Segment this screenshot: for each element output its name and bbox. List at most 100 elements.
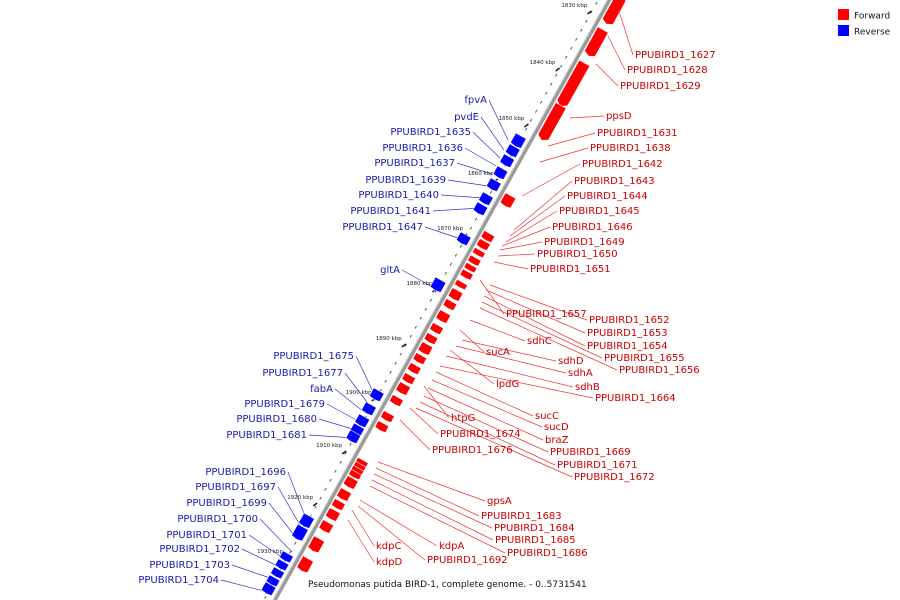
forward-gene-label: PPUBIRD1_1646: [552, 222, 633, 233]
forward-gene-label: PPUBIRD1_1638: [590, 143, 671, 154]
reverse-gene-block: [510, 132, 527, 149]
reverse-gene-block: [279, 550, 294, 564]
reverse-gene-label: PPUBIRD1_1681: [226, 430, 307, 441]
reverse-gene-block: [260, 581, 277, 596]
kbp-tick-label: 1890 kbp: [376, 336, 402, 342]
minor-tick: [334, 469, 337, 473]
forward-gene-block: [331, 498, 346, 512]
forward-gene-block: [395, 381, 412, 396]
forward-gene-label: ppsD: [606, 111, 632, 122]
minor-tick: [339, 460, 342, 464]
forward-gene-block: [442, 298, 458, 312]
forward-leader-line: [617, 7, 634, 56]
reverse-gene-block: [270, 566, 285, 580]
forward-leader-line: [449, 349, 495, 385]
reverse-gene-label: PPUBIRD1_1636: [382, 143, 463, 154]
forward-leader-line: [547, 132, 596, 147]
reverse-gene-label: PPUBIRD1_1637: [374, 158, 455, 169]
forward-leader-line: [493, 261, 529, 270]
forward-leader-line: [513, 180, 573, 231]
forward-leader-line: [479, 307, 618, 371]
forward-leader-line: [607, 35, 626, 71]
forward-gene-label: PPUBIRD1_1683: [481, 511, 562, 522]
minor-tick: [289, 550, 292, 554]
forward-gene-label: PPUBIRD1_1653: [587, 328, 668, 339]
forward-gene-label: PPUBIRD1_1631: [597, 128, 678, 139]
forward-gene-label: PPUBIRD1_1643: [574, 176, 655, 187]
reverse-gene-label: PPUBIRD1_1647: [342, 222, 423, 233]
forward-gene-label: PPUBIRD1_1628: [627, 65, 708, 76]
minor-tick: [524, 127, 528, 131]
minor-tick: [444, 271, 448, 275]
minor-tick: [459, 244, 463, 248]
genome-caption: Pseudomonas putida BIRD-1, complete geno…: [308, 580, 587, 590]
kbp-tick-label: 1900 kbp: [346, 390, 372, 396]
reverse-leader-line: [334, 388, 365, 413]
legend-forward-swatch: [838, 9, 849, 20]
minor-tick: [329, 478, 332, 482]
reverse-gene-label: pvdE: [454, 112, 479, 123]
minor-tick: [595, 1, 598, 5]
forward-leader-line: [435, 371, 534, 417]
reverse-gene-label: PPUBIRD1_1704: [138, 575, 219, 586]
forward-gene-block: [447, 287, 464, 302]
forward-leader-line: [439, 365, 594, 399]
reverse-gene-label: PPUBIRD1_1639: [365, 175, 446, 186]
forward-gene-label: PPUBIRD1_1654: [587, 341, 668, 352]
minor-tick: [489, 190, 493, 194]
reverse-gene-label: PPUBIRD1_1675: [273, 351, 354, 362]
reverse-leader-line: [456, 162, 493, 175]
forward-gene-block: [537, 102, 567, 141]
minor-tick: [314, 505, 317, 509]
forward-gene-label: PPUBIRD1_1692: [427, 555, 508, 566]
gene-labels: PPUBIRD1_1627 PPUBIRD1_1628 PPUBIRD1_1629p…: [138, 50, 715, 586]
minor-tick: [585, 19, 588, 23]
reverse-gene-block: [429, 276, 447, 293]
forward-leader-line: [377, 461, 486, 502]
reverse-gene-block: [485, 177, 502, 192]
forward-gene-label: PPUBIRD1_1629: [620, 81, 701, 92]
forward-leader-line: [459, 329, 485, 353]
forward-gene-block: [454, 278, 469, 291]
minor-tick: [575, 37, 578, 41]
reverse-gene-block: [478, 191, 494, 206]
forward-leader-line: [509, 195, 566, 237]
reverse-gene-block: [298, 512, 315, 529]
reverse-gene-label: PPUBIRD1_1635: [390, 127, 471, 138]
forward-gene-label: sucC: [535, 411, 559, 422]
kbp-tick-label: 1870 kbp: [437, 226, 463, 232]
reverse-gene-block: [354, 413, 371, 428]
forward-leader-line: [373, 473, 493, 529]
forward-gene-label: lpdG: [496, 379, 519, 390]
minor-tick: [324, 487, 327, 491]
reverse-gene-block: [455, 231, 472, 246]
reverse-gene-label: PPUBIRD1_1701: [166, 530, 247, 541]
forward-gene-block: [556, 59, 591, 108]
minor-tick: [319, 496, 322, 500]
forward-gene-block: [374, 420, 390, 434]
minor-tick: [414, 325, 417, 329]
minor-tick: [590, 10, 593, 14]
reverse-gene-block: [361, 401, 377, 416]
forward-gene-block: [380, 410, 395, 424]
forward-gene-label: PPUBIRD1_1655: [604, 353, 685, 364]
forward-leader-line: [371, 479, 494, 541]
reverse-leader-line: [464, 147, 497, 167]
forward-leader-line: [409, 407, 439, 435]
kbp-tick-label: 1830 kbp: [561, 3, 587, 9]
reverse-gene-label: PPUBIRD1_1641: [350, 206, 431, 217]
forward-leader-line: [415, 407, 573, 478]
forward-gene-block: [584, 26, 609, 57]
forward-gene-block: [325, 507, 341, 522]
genome-backbone: [272, 0, 612, 600]
forward-gene-label: sdhD: [558, 356, 584, 367]
minor-tick: [294, 541, 297, 545]
reverse-gene-block: [499, 153, 516, 168]
forward-gene-block: [318, 519, 335, 534]
forward-leader-line: [469, 319, 526, 342]
forward-gene-label: PPUBIRD1_1671: [557, 460, 638, 471]
forward-gene-block: [348, 468, 363, 481]
forward-leader-line: [369, 485, 506, 554]
forward-leader-line: [347, 519, 375, 563]
forward-leader-line: [455, 345, 567, 374]
